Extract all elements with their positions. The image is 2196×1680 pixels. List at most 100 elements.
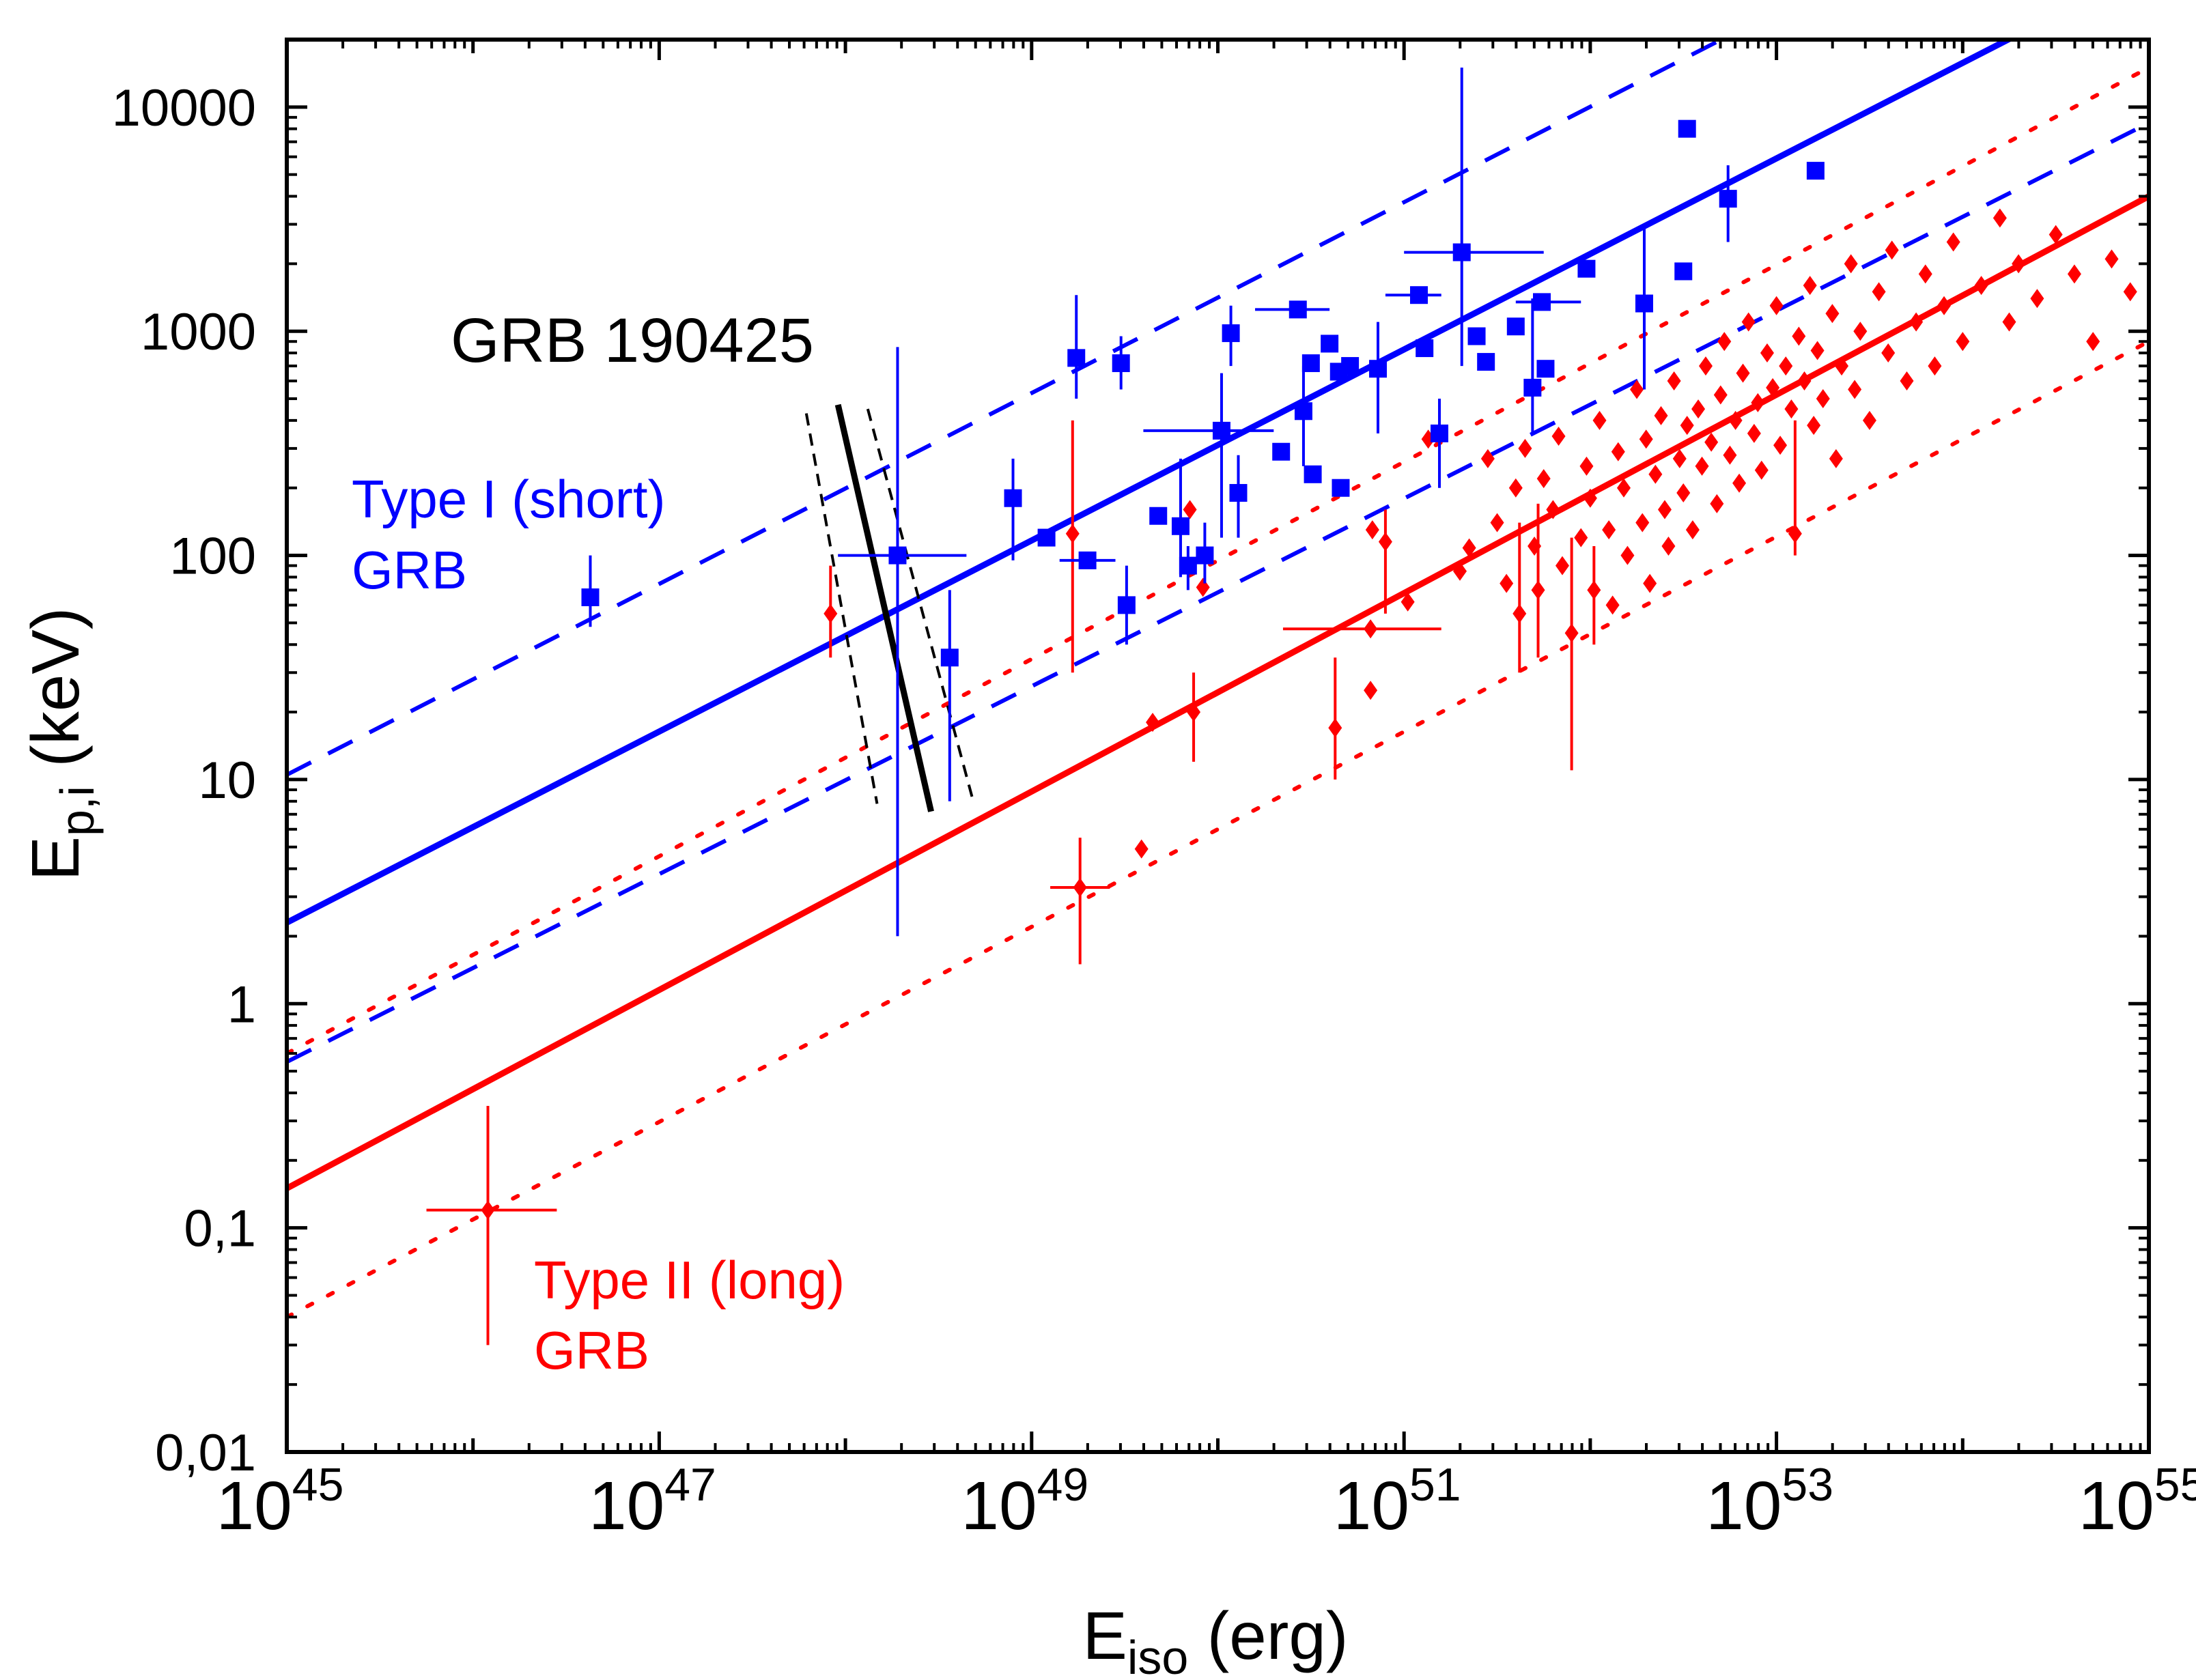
type2-grb-point	[1928, 356, 1942, 376]
type1-grb-point	[1222, 305, 1240, 367]
x-tick-label: 1049	[961, 1459, 1088, 1544]
type1-grb-point	[1301, 354, 1320, 373]
type1-grb-point	[1272, 442, 1291, 461]
type2-grb-point	[1378, 509, 1392, 614]
type2-grb-point-marker	[1784, 399, 1799, 419]
type1-grb-point-marker	[1117, 596, 1136, 614]
grb190425-right-bound-line	[866, 408, 976, 804]
type2-grb-point-marker	[1862, 410, 1876, 430]
type1-grb-point	[1004, 458, 1022, 560]
y-tick-label: 100	[169, 528, 256, 586]
type2-grb-point-marker	[481, 1200, 495, 1220]
type2-grb-point	[1583, 488, 1597, 508]
type2-grb-point	[1900, 371, 1914, 391]
x-tick-base: 10	[2079, 1468, 2154, 1544]
type2-label-grb: GRB	[534, 1320, 649, 1380]
type1-grb-point-marker	[1416, 339, 1434, 358]
type2-grb-point	[1587, 545, 1601, 645]
type2-grb-point	[2002, 312, 2016, 332]
type1-grb-point-marker	[1112, 354, 1130, 373]
type2-grb-point	[426, 1105, 557, 1346]
type2-grb-point-marker	[1365, 520, 1379, 540]
type2-grb-point	[1788, 420, 1802, 556]
type2-grb-point-marker	[1490, 513, 1504, 532]
type2-grb-point-marker	[1536, 469, 1551, 489]
type1-grb-point-marker	[1171, 517, 1190, 535]
type2-grb-point-marker	[1807, 416, 1821, 436]
type1-fit-line	[287, 40, 2015, 926]
type2-grb-point	[1803, 276, 1817, 296]
type2-grb-point-marker	[1792, 326, 1806, 346]
type2-grb-point	[2012, 254, 2026, 274]
type1-grb-point-marker	[888, 546, 907, 565]
y-tick-label: 10	[198, 752, 256, 810]
type2-grb-point-marker	[1564, 623, 1579, 643]
type1-grb-point	[1229, 455, 1248, 538]
type2-grb-point	[1872, 282, 1886, 302]
type2-grb-point	[1500, 573, 1514, 593]
type2-grb-point	[1792, 326, 1806, 346]
type1-grb-point	[1304, 465, 1322, 483]
type2-grb-point	[1736, 363, 1750, 383]
type2-grb-point-marker	[2049, 225, 2063, 244]
y-tick-labels: 0,01 0,1 1 10 100 1000 10000	[112, 79, 256, 1482]
type2-grb-point	[1885, 240, 1899, 260]
type2-grb-point	[1364, 681, 1378, 700]
type1-grb-point-marker	[1212, 421, 1230, 440]
type1-grb-point	[1678, 119, 1696, 138]
type2-grb-point	[1773, 436, 1788, 455]
type2-grb-point-marker	[1657, 500, 1672, 519]
type1-grb-point	[1196, 522, 1214, 584]
type2-grb-point-marker	[1956, 332, 1970, 352]
type2-grb-point-marker	[1829, 449, 1843, 468]
type1-grb-point-marker	[1431, 424, 1449, 442]
type1-grb-point	[1515, 293, 1581, 311]
type2-grb-point-marker	[1551, 427, 1566, 446]
type2-grb-point	[1710, 494, 1724, 513]
type2-grb-point-marker	[1844, 254, 1858, 274]
type2-grb-point-marker	[1661, 536, 1676, 556]
x-tick-exponent: 55	[2154, 1459, 2196, 1511]
type2-grb-point	[1518, 438, 1532, 458]
type2-grb-point	[1754, 460, 1769, 480]
type2-grb-point	[1639, 429, 1653, 449]
x-tick-label: 1055	[2079, 1459, 2196, 1544]
type1-grb-point-marker	[1341, 357, 1360, 375]
type2-grb-point-marker	[1900, 371, 1914, 391]
type1-grb-point-marker	[1674, 262, 1693, 281]
type2-grb-point	[1807, 416, 1821, 436]
type2-grb-point	[1065, 420, 1080, 673]
type2-grb-point	[1490, 513, 1504, 532]
type2-grb-point	[2049, 225, 2063, 244]
type1-lower-line	[287, 121, 2149, 1064]
type2-grb-point	[1844, 254, 1858, 274]
type2-grb-point-marker	[2012, 254, 2026, 274]
type2-grb-point-marker	[1698, 356, 1713, 376]
type1-grb-point	[1341, 357, 1360, 375]
type2-grb-point	[1691, 399, 1706, 419]
type2-grb-point	[1747, 423, 1761, 443]
type2-grb-point	[1531, 503, 1545, 658]
type2-grb-point	[1555, 556, 1569, 575]
type2-grb-point-marker	[1691, 399, 1706, 419]
type1-grb-point-marker	[581, 588, 600, 606]
type2-grb-point-marker	[1769, 296, 1784, 315]
type2-grb-point	[1654, 405, 1668, 425]
type2-grb-point	[1741, 312, 1756, 332]
type2-grb-point-marker	[1667, 371, 1681, 391]
type2-grb-point-marker	[1453, 561, 1467, 581]
type1-grb-point	[1067, 295, 1086, 399]
type2-grb-point	[1050, 838, 1110, 965]
type2-grb-point-marker	[1134, 839, 1149, 859]
type2-grb-point	[1680, 416, 1694, 436]
type2-grb-point-marker	[1196, 578, 1210, 597]
type1-grb-point	[1416, 339, 1434, 358]
type1-grb-point	[1477, 353, 1495, 371]
type1-grb-point-marker	[1477, 353, 1495, 371]
y-tick-label: 1000	[141, 303, 256, 361]
type2-grb-point	[1784, 399, 1799, 419]
type2-grb-point	[1400, 592, 1415, 612]
type2-grb-point-marker	[1872, 282, 1886, 302]
type2-grb-point-marker	[1825, 304, 1840, 324]
